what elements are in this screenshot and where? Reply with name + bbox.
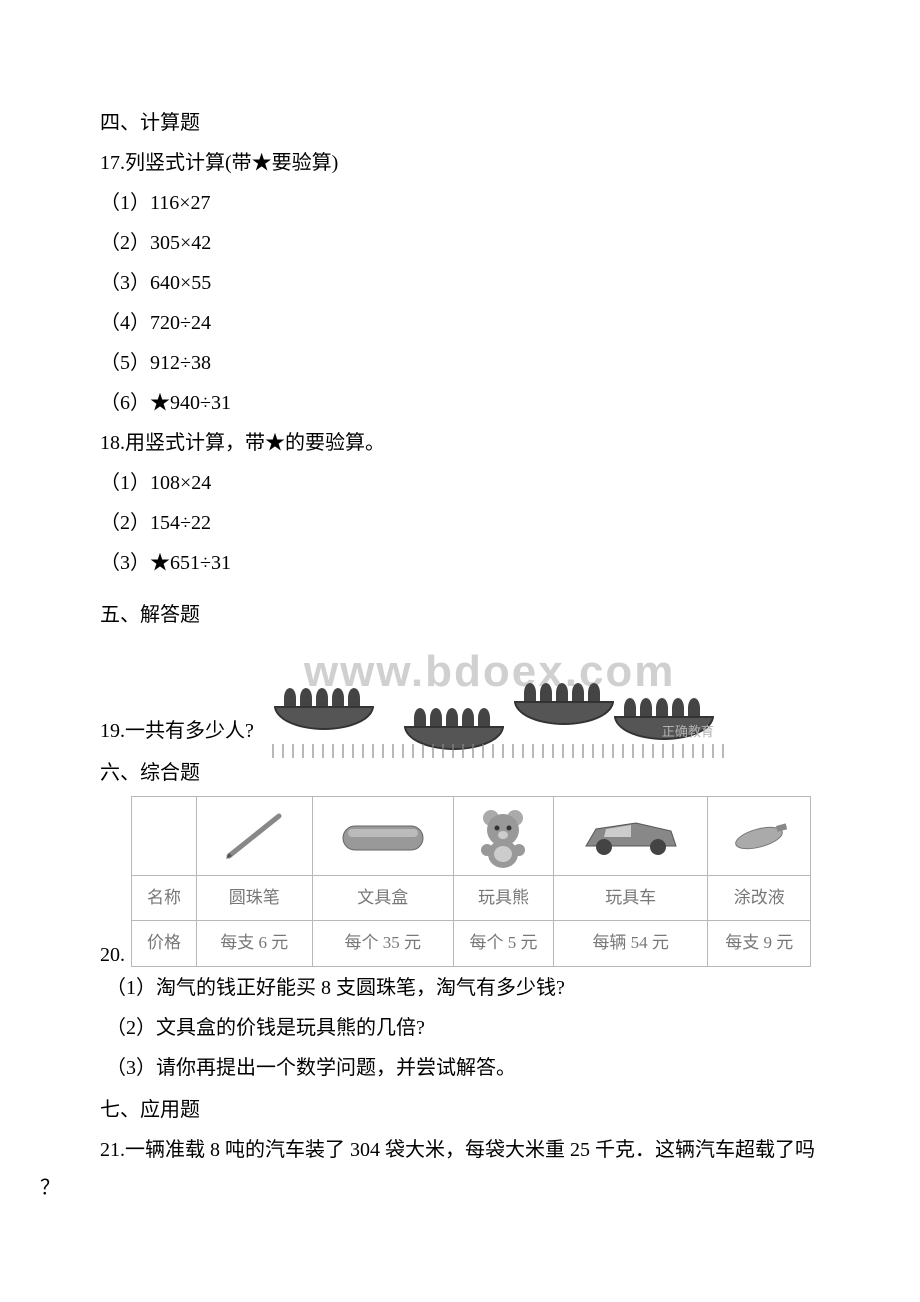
table-name-car: 玩具车	[553, 876, 707, 921]
q17-item-3: （3）640×55	[100, 264, 820, 302]
section-4-heading: 四、计算题	[100, 104, 820, 142]
boat-icon	[514, 675, 614, 725]
q18-item-3: （3）★651÷31	[100, 544, 820, 582]
section-7-heading: 七、应用题	[100, 1091, 820, 1129]
boat-icon	[274, 680, 374, 730]
table-image-car	[553, 797, 707, 876]
waves-icon	[264, 744, 724, 758]
table-image-pencilcase	[312, 797, 453, 876]
table-price-pencilcase: 每个 35 元	[312, 921, 453, 966]
q21-line2: ？	[40, 1169, 820, 1207]
q19-text: 19.一共有多少人?	[100, 712, 254, 750]
table-image-pen	[197, 797, 313, 876]
price-table: 名称 圆珠笔 文具盒 玩具熊 玩具车 涂改液 价格 每支 6 元 每个 35 元…	[131, 796, 811, 967]
q20-number: 20.	[100, 943, 125, 967]
q19-image: www.bdoex.com 正确教育	[264, 640, 724, 750]
boats-illustration	[264, 670, 724, 750]
table-row-label-name: 名称	[132, 876, 197, 921]
image-tag: 正确教育	[662, 720, 714, 745]
q18-title: 18.用竖式计算，带★的要验算。	[100, 424, 820, 462]
q17-item-1: （1）116×27	[100, 184, 820, 222]
bear-icon	[473, 804, 533, 869]
section-6-heading: 六、综合题	[100, 754, 820, 792]
table-image-correction	[708, 797, 811, 876]
table-row-label-price: 价格	[132, 921, 197, 966]
boat-icon	[404, 700, 504, 750]
correction-icon	[724, 816, 794, 856]
table-price-correction: 每支 9 元	[708, 921, 811, 966]
table-image-bear	[454, 797, 554, 876]
table-header-blank	[132, 797, 197, 876]
table-name-pen: 圆珠笔	[197, 876, 313, 921]
q20-sub-3: （3）请你再提出一个数学问题，并尝试解答。	[106, 1049, 820, 1087]
car-icon	[576, 811, 686, 861]
q20-sub-2: （2）文具盒的价钱是玩具熊的几倍?	[106, 1009, 820, 1047]
q20-sub-1: （1）淘气的钱正好能买 8 支圆珠笔，淘气有多少钱?	[106, 969, 820, 1007]
q17-title: 17.列竖式计算(带★要验算)	[100, 144, 820, 182]
q17-item-5: （5）912÷38	[100, 344, 820, 382]
table-name-correction: 涂改液	[708, 876, 811, 921]
q18-item-2: （2）154÷22	[100, 504, 820, 542]
table-price-bear: 每个 5 元	[454, 921, 554, 966]
table-name-pencilcase: 文具盒	[312, 876, 453, 921]
q17-item-6: （6）★940÷31	[100, 384, 820, 422]
section-5-heading: 五、解答题	[100, 596, 820, 634]
q17-item-2: （2）305×42	[100, 224, 820, 262]
q18-item-1: （1）108×24	[100, 464, 820, 502]
table-price-car: 每辆 54 元	[553, 921, 707, 966]
table-name-bear: 玩具熊	[454, 876, 554, 921]
table-price-pen: 每支 6 元	[197, 921, 313, 966]
pencilcase-icon	[333, 811, 433, 861]
q21-line1: 21.一辆准载 8 吨的汽车装了 304 袋大米，每袋大米重 25 千克．这辆汽…	[100, 1131, 820, 1169]
pen-icon	[214, 806, 294, 866]
q17-item-4: （4）720÷24	[100, 304, 820, 342]
